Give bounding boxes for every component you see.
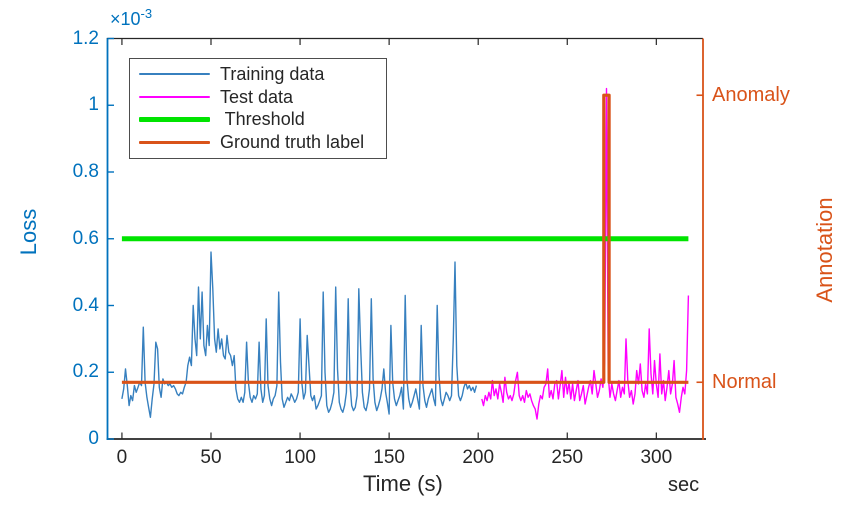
right-tick-label-normal: Normal <box>712 371 777 394</box>
y-tick-label: 0.8 <box>72 161 99 182</box>
x-tick-label: 200 <box>462 447 495 468</box>
legend-line-sample <box>139 117 210 123</box>
x-axis-label: Time (s) <box>363 471 443 496</box>
y-tick-label: 0.2 <box>72 361 99 383</box>
right-tick-label-anomaly: Anomaly <box>712 84 790 107</box>
x-tick-label: 100 <box>284 447 316 468</box>
y-tick-label: 0.6 <box>72 227 99 249</box>
legend-item-training-data: Training data <box>130 63 386 85</box>
x-axis-unit-label: sec <box>668 474 700 496</box>
y-tick-label: 1 <box>88 94 99 116</box>
x-tick-label: 50 <box>200 447 222 468</box>
series-ground-truth-label <box>121 93 689 384</box>
series-training-data <box>121 251 478 418</box>
legend-item-test-data: Test data <box>130 86 386 108</box>
y-axis-label-right: Annotation <box>812 197 837 303</box>
legend-item-threshold: Threshold <box>130 109 386 131</box>
exponent-power: -3 <box>140 6 153 21</box>
legend-line-sample <box>139 73 210 76</box>
y-tick-label: 1.2 <box>72 27 99 49</box>
legend-label: Training data <box>220 63 325 84</box>
legend-label: Test data <box>220 86 294 107</box>
x-tick-label: 250 <box>551 447 584 468</box>
legend: Training data Test data Threshold Ground t… <box>129 58 387 159</box>
y-axis-exponent: ×10-3 <box>110 6 152 30</box>
series-test-data <box>481 87 690 420</box>
legend-item-ground-truth-label: Ground truth label <box>130 132 386 154</box>
y-tick-label: 0 <box>88 428 99 449</box>
legend-line-sample <box>139 141 210 145</box>
exponent-base: ×10 <box>110 9 141 29</box>
y-tick-label: 0.4 <box>72 294 99 316</box>
x-tick-label: 150 <box>373 447 405 468</box>
legend-label: Threshold <box>220 109 305 130</box>
x-tick-label: 300 <box>640 447 673 468</box>
legend-label: Ground truth label <box>220 132 365 153</box>
x-tick-label: 0 <box>116 447 128 468</box>
y-axis-label-left: Loss <box>16 208 41 256</box>
legend-line-sample <box>139 96 210 99</box>
